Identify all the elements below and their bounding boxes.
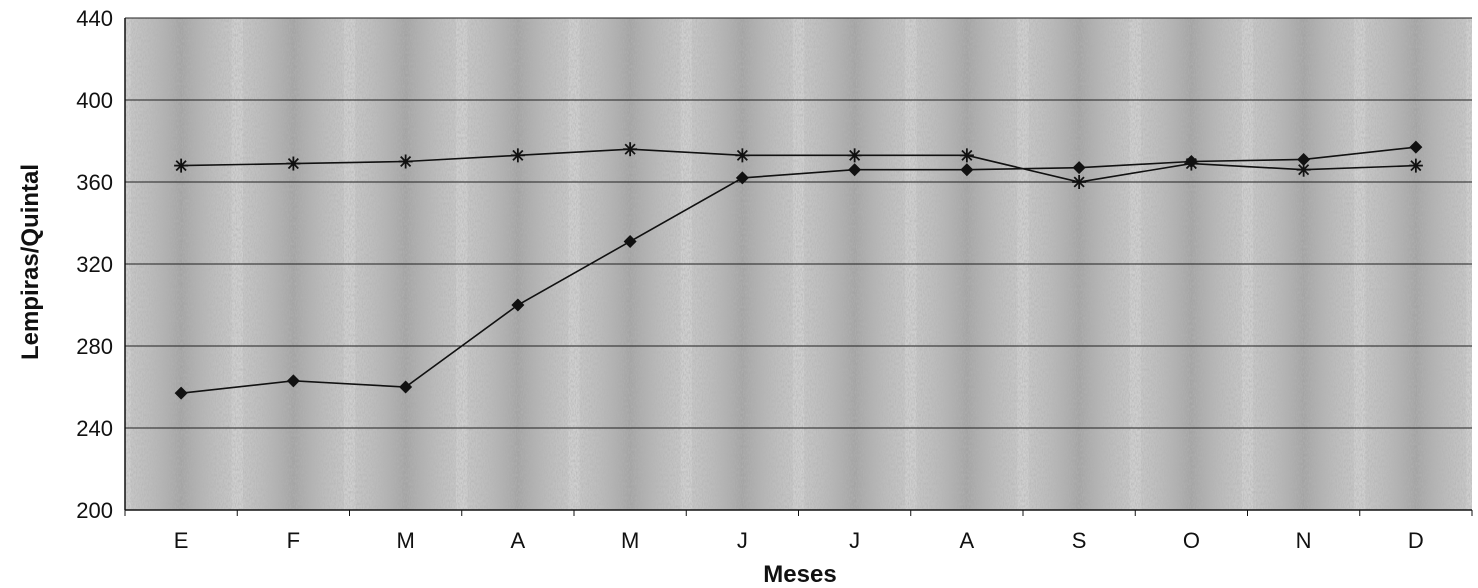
- data-point-asterisk: [1408, 158, 1423, 173]
- data-point-asterisk: [286, 156, 301, 171]
- y-tick-label: 280: [76, 334, 113, 359]
- series-1: [174, 140, 1423, 400]
- x-tick-label: S: [1072, 528, 1087, 553]
- x-tick-label: J: [737, 528, 748, 553]
- x-tick-label: D: [1408, 528, 1424, 553]
- y-tick-label: 440: [76, 6, 113, 31]
- series-line: [181, 146, 1416, 394]
- data-point-diamond: [960, 163, 974, 177]
- x-tick-label: J: [849, 528, 860, 553]
- x-tick-label: F: [287, 528, 300, 553]
- x-tick-label: M: [621, 528, 639, 553]
- data-point-diamond: [511, 298, 525, 312]
- chart-axes: [124, 18, 1473, 516]
- x-tick-label: M: [396, 528, 414, 553]
- y-tick-label: 400: [76, 88, 113, 113]
- horizontal-gridlines: [125, 17, 1472, 429]
- x-tick-label: O: [1183, 528, 1200, 553]
- series-line: [181, 148, 1416, 183]
- data-point-diamond: [1072, 161, 1086, 175]
- data-point-asterisk: [959, 148, 974, 163]
- data-point-asterisk: [847, 148, 862, 163]
- y-tick-label: 240: [76, 416, 113, 441]
- data-point-asterisk: [398, 154, 413, 169]
- y-axis-title: Lempiras/Quintal: [17, 164, 44, 360]
- data-point-asterisk: [174, 158, 189, 173]
- data-point-diamond: [399, 380, 413, 394]
- data-point-diamond: [735, 171, 749, 185]
- data-point-asterisk: [1296, 162, 1311, 177]
- x-tick-label: A: [511, 528, 526, 553]
- x-tick-label: A: [960, 528, 975, 553]
- x-tick-label: N: [1296, 528, 1312, 553]
- data-point-diamond: [174, 386, 188, 400]
- data-point-diamond: [1409, 140, 1423, 154]
- data-point-asterisk: [735, 148, 750, 163]
- data-point-asterisk: [1184, 156, 1199, 171]
- y-tick-label: 320: [76, 252, 113, 277]
- data-point-diamond: [286, 374, 300, 388]
- data-point-diamond: [623, 234, 637, 248]
- data-point-asterisk: [623, 142, 638, 157]
- y-axis-tick-labels: 200 240 280 320 360 400 440: [76, 6, 113, 523]
- data-point-asterisk: [510, 148, 525, 163]
- data-point-diamond: [1297, 152, 1311, 166]
- x-axis-title: Meses: [763, 561, 836, 588]
- x-tick-label: E: [174, 528, 189, 553]
- series-layer: [174, 140, 1423, 400]
- y-tick-label: 200: [76, 498, 113, 523]
- data-point-diamond: [848, 163, 862, 177]
- data-point-asterisk: [1072, 175, 1087, 189]
- series-2: [174, 142, 1423, 189]
- y-tick-label: 360: [76, 170, 113, 195]
